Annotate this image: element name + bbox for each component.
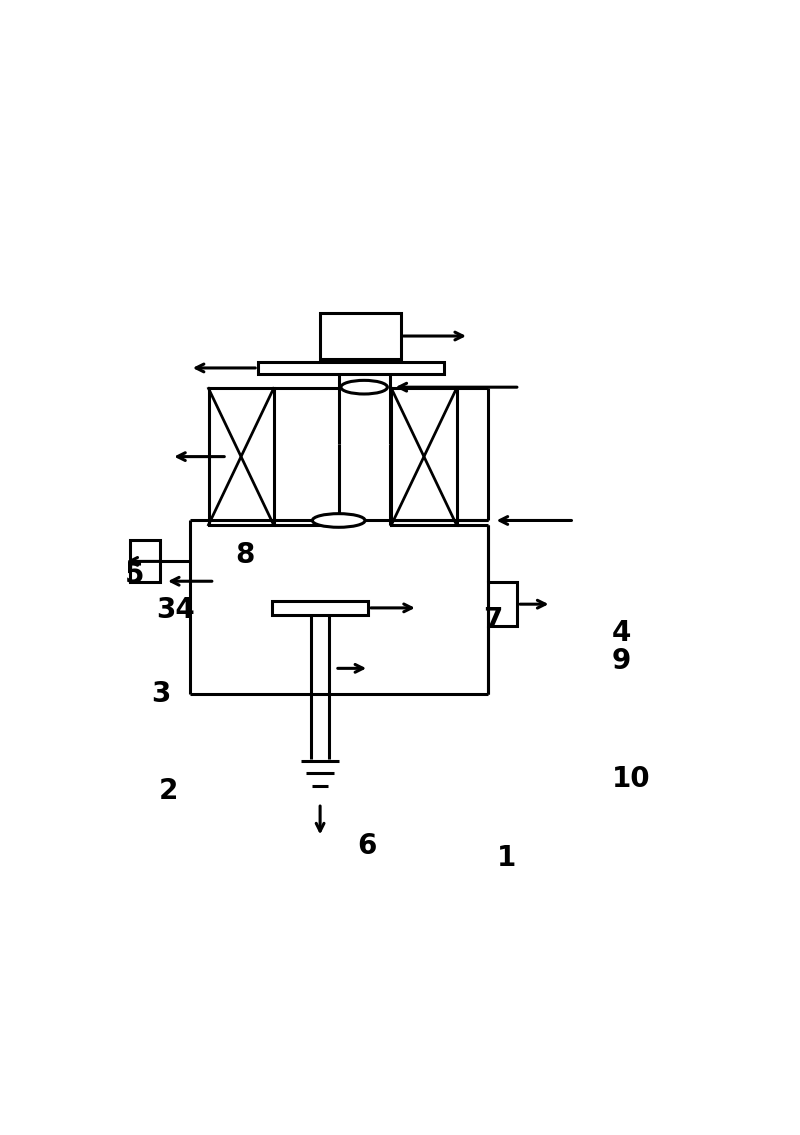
Text: 6: 6 — [358, 832, 377, 860]
Bar — [272, 602, 368, 615]
Ellipse shape — [312, 514, 365, 528]
Text: 34: 34 — [156, 596, 194, 624]
Text: 9: 9 — [611, 647, 630, 675]
Text: 4: 4 — [611, 620, 631, 647]
Text: 1: 1 — [497, 844, 516, 873]
Text: 10: 10 — [611, 765, 650, 793]
Ellipse shape — [341, 380, 387, 394]
Bar — [209, 388, 274, 524]
Text: 3: 3 — [151, 680, 170, 708]
Text: 8: 8 — [235, 540, 254, 569]
Bar — [258, 362, 444, 373]
Bar — [320, 313, 401, 360]
Text: 5: 5 — [125, 561, 144, 589]
Bar — [487, 582, 518, 625]
Bar — [391, 388, 457, 524]
Text: 2: 2 — [159, 777, 178, 806]
Bar — [130, 540, 159, 582]
Text: 7: 7 — [483, 606, 502, 633]
